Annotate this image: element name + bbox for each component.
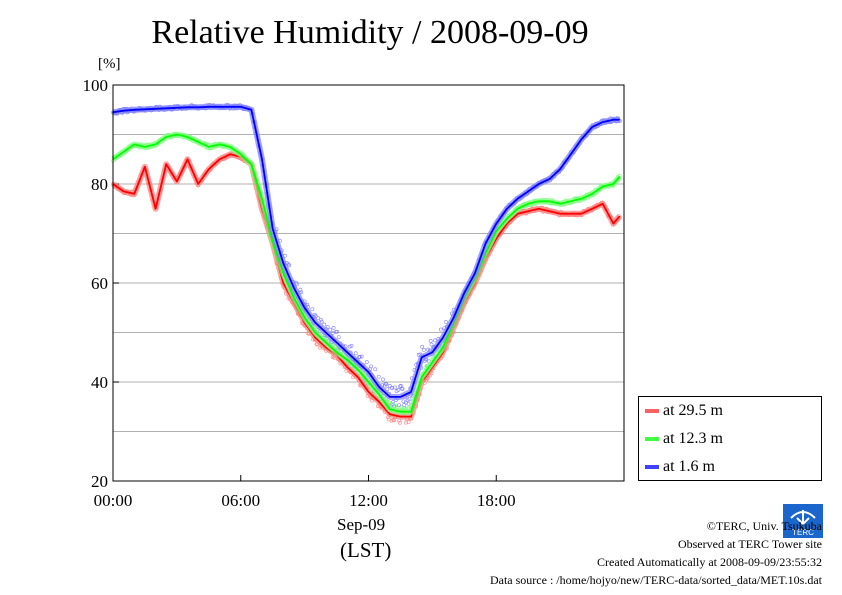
legend: at 29.5 m at 12.3 m at 1.6 m <box>638 396 822 481</box>
sample-dot <box>359 354 364 359</box>
sample-dot <box>420 344 425 349</box>
sample-dot <box>322 322 327 327</box>
sample-dot <box>398 420 402 425</box>
legend-label-1-6m: at 1.6 m <box>663 458 715 475</box>
sample-dot <box>319 319 324 324</box>
series-band-2 <box>112 103 620 400</box>
sample-dot <box>396 388 401 392</box>
legend-item-29-5m: at 29.5 m <box>645 401 723 421</box>
footer-site: Observed at TERC Tower site <box>677 537 822 551</box>
series-lines <box>111 103 622 420</box>
x-axis-ticks: 00:00 06:00 12:00 18:00 <box>94 475 516 510</box>
sample-dot <box>373 367 378 372</box>
footer-copyright: ©TERC, Univ. Tsukuba <box>706 519 822 533</box>
sample-dot <box>433 338 437 343</box>
sample-dot <box>318 317 323 322</box>
chart-title: Relative Humidity / 2008-09-09 <box>151 14 589 51</box>
y-axis-ticks: 20 40 60 80 100 <box>83 76 119 491</box>
sample-dot <box>310 307 315 312</box>
sample-dot <box>349 344 354 348</box>
sample-dot <box>407 397 412 401</box>
sample-dot <box>381 377 385 382</box>
footer-source: Data source : /home/hojyo/new/TERC-data/… <box>489 573 822 587</box>
plot-frame <box>112 84 625 482</box>
scatter-2 <box>111 102 622 409</box>
sample-dot <box>406 401 411 406</box>
sample-dot <box>400 387 405 391</box>
sample-dot <box>392 418 396 423</box>
sample-dot <box>390 386 395 390</box>
sample-dot <box>393 385 397 390</box>
series-line-1 <box>112 133 621 413</box>
sample-dot <box>358 355 362 359</box>
sample-dot <box>353 351 358 356</box>
y-axis-unit-label: [%] <box>98 56 121 72</box>
x-tick-label: 18:00 <box>477 491 516 510</box>
sample-dot <box>347 344 352 349</box>
sample-dot <box>421 347 426 352</box>
sample-dot <box>328 327 333 332</box>
y-tick-label: 100 <box>83 76 109 95</box>
sample-dot <box>384 382 389 387</box>
x-axis-date-label: Sep-09 <box>337 515 386 534</box>
legend-swatch-29-5m <box>645 409 659 413</box>
terc-logo: TERC <box>783 504 823 538</box>
x-tick-label: 12:00 <box>349 491 388 510</box>
legend-label-29-5m: at 29.5 m <box>663 402 723 419</box>
legend-swatch-1-6m <box>645 465 659 469</box>
x-axis-timezone-label: (LST) <box>340 538 392 562</box>
sample-dot <box>336 335 341 340</box>
x-tick-label: 06:00 <box>221 491 260 510</box>
sample-dot <box>444 320 448 324</box>
series-line-0 <box>112 153 621 418</box>
x-tick-label: 00:00 <box>94 491 133 510</box>
sample-dot <box>402 403 407 407</box>
sample-dot <box>325 325 330 329</box>
legend-label-12-3m: at 12.3 m <box>663 430 723 447</box>
logo-text: TERC <box>792 528 814 537</box>
sample-dot <box>364 360 369 365</box>
sample-dot <box>391 400 396 404</box>
y-tick-label: 40 <box>91 373 108 392</box>
y-tick-label: 80 <box>91 175 108 194</box>
sample-dot <box>287 263 292 268</box>
sample-dot <box>369 364 373 369</box>
sample-dot <box>335 329 339 334</box>
sample-dot <box>331 326 336 330</box>
y-tick-label: 60 <box>91 274 108 293</box>
sample-dot <box>330 331 335 335</box>
legend-item-1-6m: at 1.6 m <box>645 457 715 477</box>
series-line-2 <box>112 105 620 398</box>
sample-dot <box>404 420 408 425</box>
legend-swatch-12-3m <box>645 437 659 441</box>
sample-dot <box>438 327 443 332</box>
footer-created: Created Automatically at 2008-09-09/23:5… <box>597 555 822 569</box>
sample-dot <box>376 374 381 379</box>
sample-dot <box>298 287 303 292</box>
y-tick-label: 20 <box>91 472 108 491</box>
sample-dot <box>406 420 411 424</box>
sample-dot <box>428 339 433 343</box>
sample-dot <box>429 342 434 347</box>
sample-dot <box>397 403 402 408</box>
legend-item-12-3m: at 12.3 m <box>645 429 723 449</box>
